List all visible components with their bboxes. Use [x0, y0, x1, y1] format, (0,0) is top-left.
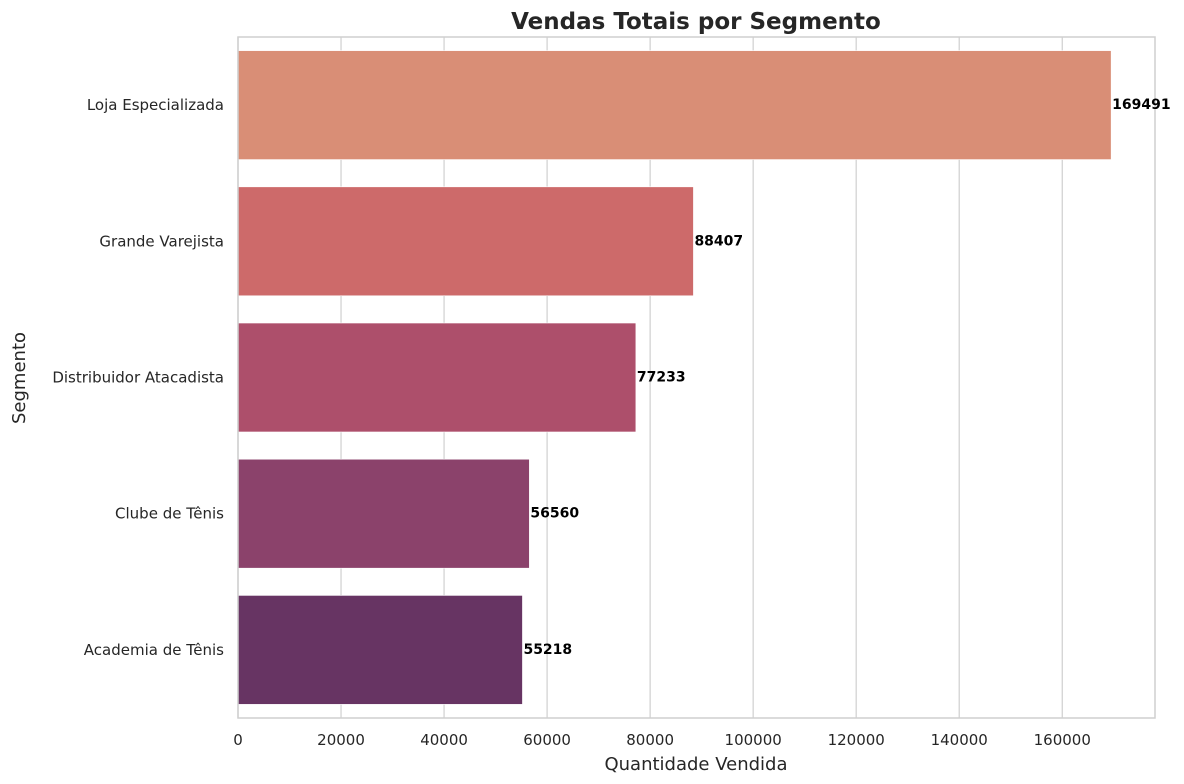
y-tick-label: Clube de Tênis — [115, 505, 224, 523]
y-axis-label: Segmento — [9, 332, 30, 424]
bar — [237, 186, 694, 297]
data-label: 56560 — [530, 506, 579, 522]
x-tick-label: 100000 — [725, 731, 782, 749]
y-tick-labels: Loja Especializada Grande Varejista Distri… — [52, 96, 224, 659]
data-label: 77233 — [637, 370, 686, 386]
bars — [237, 50, 1112, 705]
data-labels: 169491 88407 77233 56560 55218 — [523, 97, 1170, 658]
x-tick-labels: 0 20000 40000 60000 80000 100000 120000 140000 1… — [233, 731, 1091, 749]
plot-frame — [237, 36, 1156, 719]
bar — [237, 595, 523, 705]
chart-title: Vendas Totais por Segmento — [511, 9, 881, 35]
bar — [237, 322, 637, 433]
x-tick-label: 20000 — [317, 731, 365, 749]
data-label: 55218 — [523, 642, 572, 658]
x-tick-label: 140000 — [931, 731, 988, 749]
y-tick-label: Grande Varejista — [99, 232, 224, 250]
x-tick-label: 60000 — [523, 731, 571, 749]
x-tick-label: 160000 — [1034, 731, 1091, 749]
x-tick-label: 40000 — [420, 731, 468, 749]
bar — [237, 458, 530, 569]
x-tick-label: 0 — [233, 731, 243, 749]
y-tick-label: Loja Especializada — [87, 96, 224, 114]
data-label: 169491 — [1112, 97, 1170, 113]
x-tick-label: 80000 — [626, 731, 674, 749]
x-axis-label: Quantidade Vendida — [604, 754, 787, 775]
data-label: 88407 — [694, 233, 743, 249]
y-tick-label: Academia de Tênis — [84, 641, 224, 659]
y-tick-label: Distribuidor Atacadista — [52, 369, 224, 387]
bar — [237, 50, 1112, 160]
x-tick-label: 120000 — [828, 731, 885, 749]
